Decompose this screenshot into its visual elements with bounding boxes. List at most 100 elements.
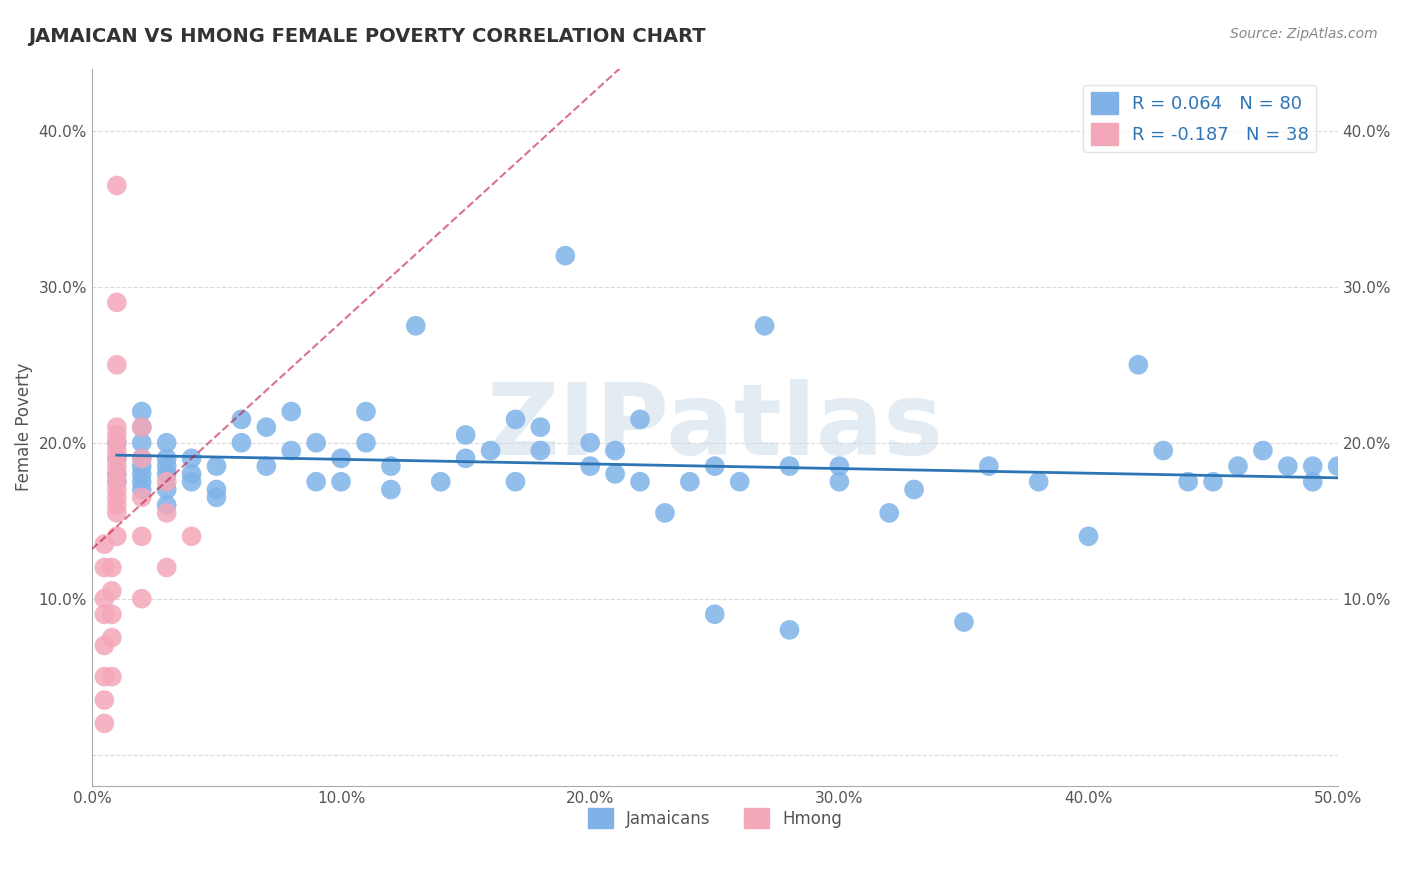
Point — [1077, 529, 1099, 543]
Point — [180, 529, 202, 543]
Point — [628, 475, 651, 489]
Point — [529, 420, 551, 434]
Point — [231, 435, 253, 450]
Point — [380, 459, 402, 474]
Point — [156, 560, 179, 574]
Point — [254, 459, 277, 474]
Point — [1302, 459, 1324, 474]
Point — [131, 420, 153, 434]
Point — [105, 358, 128, 372]
Point — [101, 631, 124, 645]
Point — [679, 475, 702, 489]
Point — [205, 483, 228, 497]
Point — [654, 506, 676, 520]
Point — [156, 467, 179, 481]
Point — [180, 467, 202, 481]
Point — [603, 467, 626, 481]
Point — [93, 670, 115, 684]
Point — [93, 537, 115, 551]
Point — [93, 639, 115, 653]
Point — [754, 318, 776, 333]
Point — [131, 475, 153, 489]
Point — [180, 475, 202, 489]
Point — [579, 435, 602, 450]
Point — [131, 420, 153, 434]
Point — [93, 591, 115, 606]
Point — [131, 451, 153, 466]
Point — [105, 475, 128, 489]
Point — [105, 459, 128, 474]
Point — [828, 475, 851, 489]
Point — [131, 451, 153, 466]
Point — [1226, 459, 1249, 474]
Point — [579, 459, 602, 474]
Point — [1152, 443, 1174, 458]
Point — [131, 404, 153, 418]
Point — [131, 491, 153, 505]
Point — [101, 583, 124, 598]
Point — [903, 483, 925, 497]
Point — [205, 491, 228, 505]
Point — [101, 560, 124, 574]
Point — [977, 459, 1000, 474]
Point — [1302, 475, 1324, 489]
Point — [454, 428, 477, 442]
Point — [156, 435, 179, 450]
Point — [877, 506, 900, 520]
Point — [505, 475, 527, 489]
Point — [1202, 475, 1225, 489]
Point — [603, 443, 626, 458]
Point — [93, 716, 115, 731]
Point — [93, 693, 115, 707]
Point — [254, 420, 277, 434]
Point — [305, 435, 328, 450]
Point — [131, 529, 153, 543]
Point — [101, 607, 124, 622]
Point — [554, 249, 576, 263]
Point — [380, 483, 402, 497]
Point — [105, 451, 128, 466]
Point — [305, 475, 328, 489]
Point — [454, 451, 477, 466]
Point — [180, 451, 202, 466]
Point — [105, 435, 128, 450]
Text: JAMAICAN VS HMONG FEMALE POVERTY CORRELATION CHART: JAMAICAN VS HMONG FEMALE POVERTY CORRELA… — [28, 27, 706, 45]
Point — [1128, 358, 1150, 372]
Point — [131, 467, 153, 481]
Point — [628, 412, 651, 426]
Text: ZIPatlas: ZIPatlas — [486, 378, 943, 475]
Point — [405, 318, 427, 333]
Point — [156, 498, 179, 512]
Point — [1326, 459, 1348, 474]
Point — [728, 475, 751, 489]
Point — [354, 435, 377, 450]
Point — [156, 483, 179, 497]
Point — [1251, 443, 1274, 458]
Y-axis label: Female Poverty: Female Poverty — [15, 363, 32, 491]
Point — [779, 459, 801, 474]
Point — [105, 529, 128, 543]
Point — [131, 591, 153, 606]
Point — [131, 435, 153, 450]
Point — [105, 506, 128, 520]
Point — [703, 459, 725, 474]
Point — [156, 459, 179, 474]
Point — [703, 607, 725, 622]
Point — [205, 459, 228, 474]
Point — [156, 451, 179, 466]
Point — [280, 404, 302, 418]
Point — [529, 443, 551, 458]
Point — [156, 475, 179, 489]
Point — [101, 670, 124, 684]
Point — [330, 451, 353, 466]
Point — [131, 483, 153, 497]
Point — [93, 560, 115, 574]
Point — [231, 412, 253, 426]
Point — [156, 506, 179, 520]
Point — [479, 443, 502, 458]
Point — [505, 412, 527, 426]
Point — [105, 483, 128, 497]
Point — [105, 178, 128, 193]
Legend: Jamaicans, Hmong: Jamaicans, Hmong — [581, 801, 849, 835]
Point — [354, 404, 377, 418]
